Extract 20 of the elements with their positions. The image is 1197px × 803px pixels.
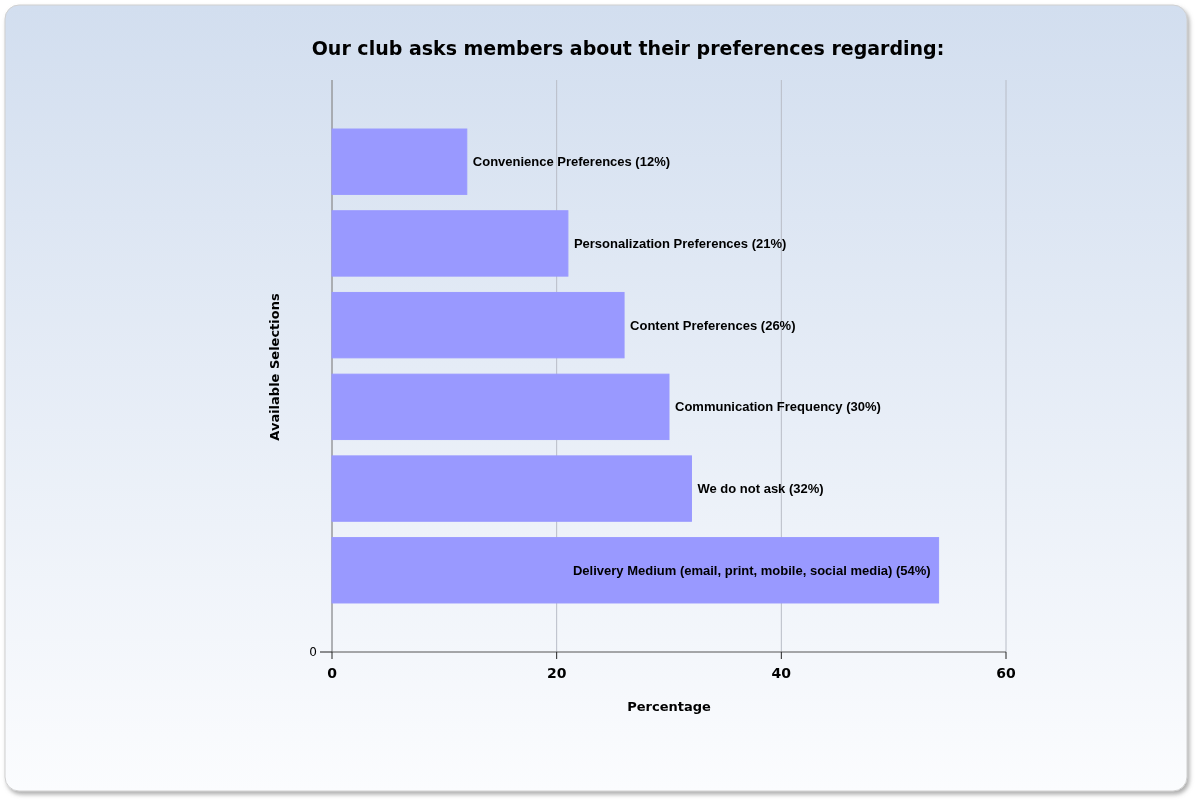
x-tick-label: 20 [546, 664, 567, 681]
x-tick-label: 0 [327, 664, 338, 681]
bar [331, 537, 940, 604]
data-label: Content Preferences (26%) [630, 317, 796, 333]
data-label: We do not ask (32%) [697, 481, 824, 497]
bar [331, 455, 692, 522]
data-label: Communication Frequency (30%) [675, 399, 881, 415]
x-tick-label: 40 [771, 664, 792, 681]
x-axis-title: Percentage [627, 698, 711, 714]
text: 0 [309, 645, 317, 660]
x-tick-label: 60 [996, 664, 1016, 681]
bar [331, 128, 468, 195]
chart-title: Our club asks members about their preferences regarding: [311, 36, 945, 59]
data-label: Convenience Preferences (12%) [472, 154, 671, 170]
data-label: Personalization Preferences (21%) [573, 235, 787, 251]
bar [331, 210, 569, 277]
y-axis-title: Available Selections [266, 293, 282, 441]
data-label: Delivery Medium (email, print, mobile, social media) (54%) [572, 562, 931, 578]
bar [331, 373, 670, 441]
bar [331, 291, 625, 359]
